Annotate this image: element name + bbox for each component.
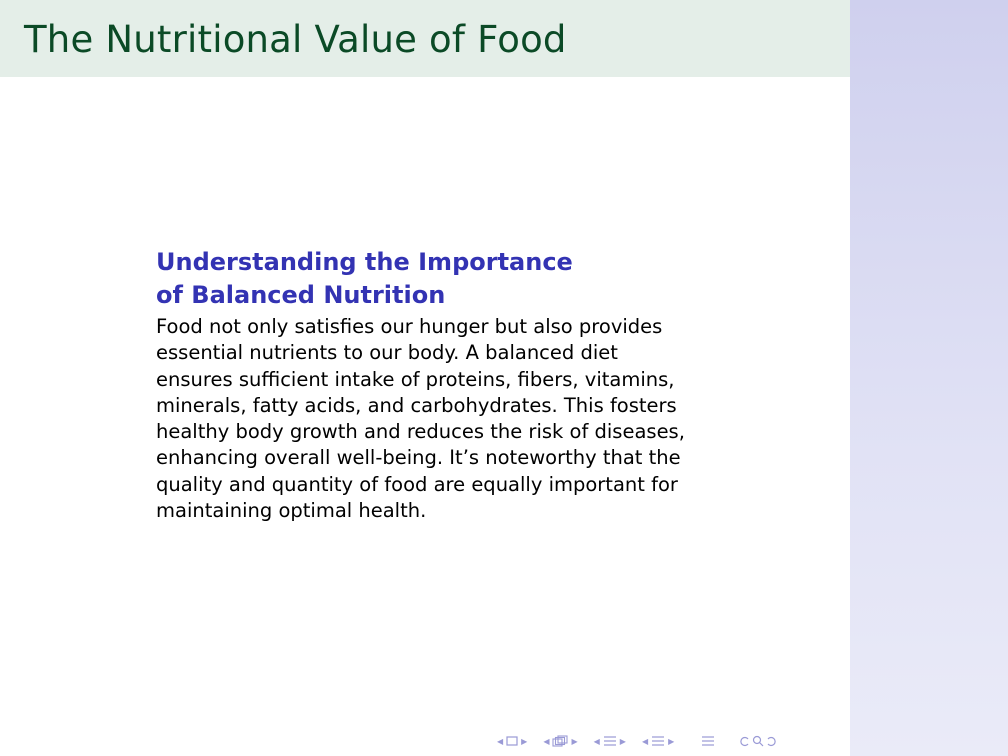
previous-slide-icon[interactable]: ◀ (497, 736, 504, 746)
section-nav-icon[interactable] (651, 735, 665, 747)
block-body: Food not only satisfies our hunger but a… (156, 315, 685, 523)
next-subsection-icon[interactable]: ▶ (619, 736, 626, 746)
subsection-navigation: ◀ ▶ (591, 735, 629, 747)
previous-subsection-icon[interactable]: ◀ (593, 736, 600, 746)
slide-nav-icon[interactable] (506, 736, 518, 746)
forward-icon[interactable] (765, 735, 779, 747)
next-slide-icon[interactable]: ▶ (521, 736, 528, 746)
previous-frame-icon[interactable]: ◀ (543, 736, 550, 746)
search-navigation (737, 735, 779, 747)
back-icon[interactable] (737, 735, 751, 747)
next-frame-icon[interactable]: ▶ (571, 736, 578, 746)
frame-nav-icon[interactable] (552, 735, 569, 747)
slide-navigation: ◀ ▶ (494, 736, 530, 746)
search-icon[interactable] (751, 735, 765, 747)
navigation-bar: ◀ ▶ ◀ ▶ ◀ ▶ ◀ ▶ (494, 733, 789, 749)
previous-section-icon[interactable]: ◀ (641, 736, 649, 746)
frame-title: The Nutritional Value of Food (24, 18, 567, 61)
next-section-icon[interactable]: ▶ (668, 736, 675, 746)
sidebar (850, 0, 1008, 756)
section-navigation: ◀ ▶ (639, 735, 677, 747)
content-block: Understanding the Importance of Balanced… (156, 246, 696, 524)
block-title: Understanding the Importance of Balanced… (156, 248, 573, 309)
outline-navigation (701, 735, 715, 747)
frame-title-bar: The Nutritional Value of Food (0, 0, 850, 77)
subsection-nav-icon[interactable] (603, 735, 617, 747)
frame-navigation: ◀ ▶ (540, 735, 580, 747)
outline-icon[interactable] (701, 735, 715, 747)
